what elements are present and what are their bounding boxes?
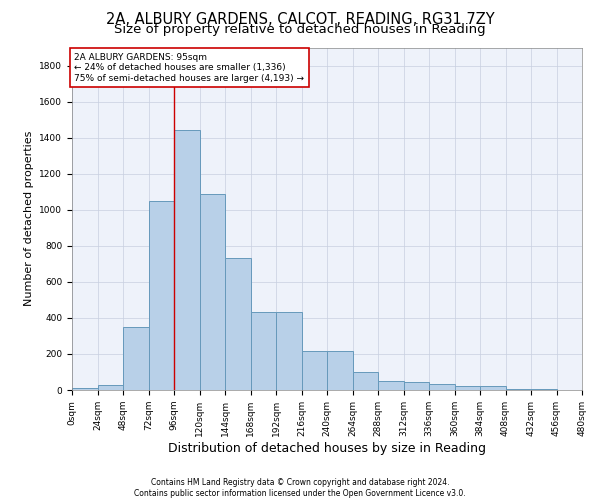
Bar [327, 351, 353, 390]
Text: Size of property relative to detached houses in Reading: Size of property relative to detached ho… [114, 22, 486, 36]
Bar [225, 258, 251, 390]
Text: 2A ALBURY GARDENS: 95sqm
← 24% of detached houses are smaller (1,336)
75% of sem: 2A ALBURY GARDENS: 95sqm ← 24% of detach… [74, 53, 304, 82]
Text: 2A, ALBURY GARDENS, CALCOT, READING, RG31 7ZY: 2A, ALBURY GARDENS, CALCOT, READING, RG3… [106, 12, 494, 28]
Bar [404, 382, 429, 390]
Bar [429, 384, 455, 390]
Bar [174, 130, 199, 390]
Bar [505, 389, 531, 390]
Y-axis label: Number of detached properties: Number of detached properties [24, 131, 34, 306]
Bar [276, 312, 302, 390]
Bar [123, 327, 149, 390]
Bar [251, 312, 276, 390]
Bar [199, 194, 225, 390]
Bar [72, 388, 97, 390]
Bar [531, 389, 557, 390]
Bar [353, 372, 378, 390]
X-axis label: Distribution of detached houses by size in Reading: Distribution of detached houses by size … [168, 442, 486, 454]
Bar [455, 386, 480, 390]
Bar [97, 384, 123, 390]
Bar [149, 200, 174, 390]
Text: Contains HM Land Registry data © Crown copyright and database right 2024.
Contai: Contains HM Land Registry data © Crown c… [134, 478, 466, 498]
Bar [378, 381, 404, 390]
Bar [302, 351, 327, 390]
Bar [480, 386, 505, 390]
